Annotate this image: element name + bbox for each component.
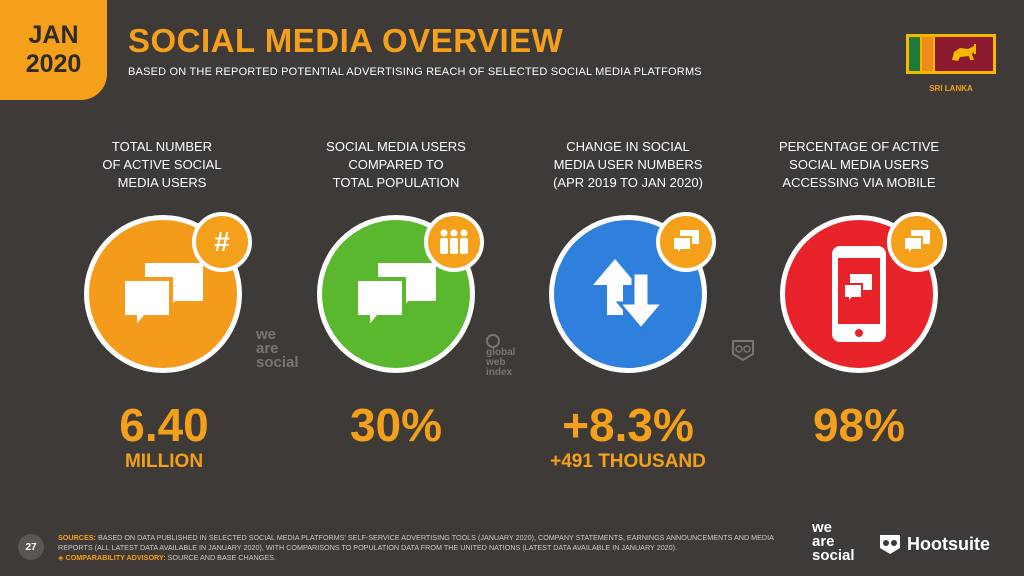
advisory-label: ◈ COMPARABILITY ADVISORY: xyxy=(58,553,166,562)
col-1-subvalue: MILLION xyxy=(124,451,204,472)
col-4-value: 98% xyxy=(812,399,906,451)
date-tag: JAN 2020 xyxy=(0,0,107,100)
date-year: 2020 xyxy=(25,50,82,78)
page-subtitle: BASED ON THE REPORTED POTENTIAL ADVERTIS… xyxy=(128,66,702,78)
col-2-badge xyxy=(424,212,484,272)
sri-lanka-flag-icon xyxy=(906,34,996,74)
people-icon xyxy=(440,229,468,254)
chat-icon xyxy=(672,230,699,256)
col-3-label: CHANGE IN SOCIAL MEDIA USER NUMBERS (APR… xyxy=(553,139,703,190)
hashtag-icon: # xyxy=(214,226,230,257)
col-3-subvalue: +491 THOUSAND xyxy=(550,451,706,472)
col-2-label: SOCIAL MEDIA USERS COMPARED TO TOTAL POP… xyxy=(326,139,466,190)
col-4-badge xyxy=(887,212,947,272)
sources-label: SOURCES: xyxy=(58,533,96,542)
chat-icon xyxy=(903,230,930,256)
col-3-badge xyxy=(656,212,716,272)
col-3-value: +8.3% xyxy=(562,399,694,451)
gwi-logo-icon xyxy=(486,334,500,348)
hootsuite-owl-watermark-icon xyxy=(732,340,754,362)
col-2-value: 30% xyxy=(349,399,443,451)
global-web-index-watermark: global web index xyxy=(486,334,515,378)
col-1-label: TOTAL NUMBER OF ACTIVE SOCIAL MEDIA USER… xyxy=(102,139,222,190)
advisory-text: SOURCE AND BASE CHANGES. xyxy=(167,553,276,562)
mobile-phone-icon xyxy=(832,246,886,342)
sources-text: BASED ON DATA PUBLISHED IN SELECTED SOCI… xyxy=(58,533,774,552)
chat-bubbles-icon xyxy=(121,263,203,335)
up-down-arrows-icon xyxy=(593,259,667,332)
country-label: SRI LANKA xyxy=(929,84,973,93)
we-are-social-watermark: we are social xyxy=(256,326,299,371)
we-are-social-logo: we are social xyxy=(812,519,855,564)
col-2-circle xyxy=(317,215,475,373)
hootsuite-logo: Hootsuite xyxy=(878,532,990,556)
page-number: 27 xyxy=(18,534,44,560)
date-month: JAN xyxy=(28,21,79,49)
col-1-value: 6.40 xyxy=(119,399,209,451)
hootsuite-wordmark: Hootsuite xyxy=(907,533,990,554)
col-4-label: PERCENTAGE OF ACTIVE SOCIAL MEDIA USERS … xyxy=(778,139,940,190)
col-1-badge: # xyxy=(192,212,252,272)
owl-icon xyxy=(880,535,900,554)
sources-note: SOURCES: BASED ON DATA PUBLISHED IN SELE… xyxy=(58,533,798,563)
chat-bubbles-icon xyxy=(354,263,436,335)
page-title: SOCIAL MEDIA OVERVIEW xyxy=(128,22,564,59)
